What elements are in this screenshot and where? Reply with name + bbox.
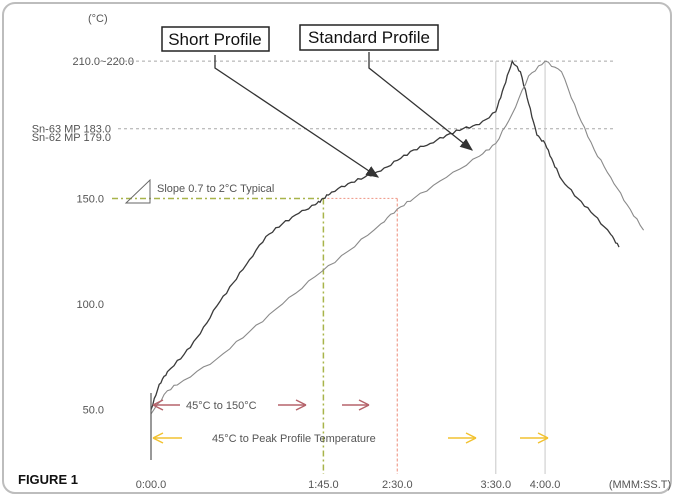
standard-profile-pointer [368,52,474,151]
x-tick-label: 3:30.0 [481,479,512,491]
short-profile-label-box [161,26,270,52]
standard-profile-label-box [299,24,439,51]
x-tick-label: 4:00.0 [530,479,561,491]
chart-border [2,2,672,494]
y-tick-label: Sn-62 MP 179.0 [32,132,111,144]
peak-span-label: 45°C to Peak Profile Temperature [212,433,376,445]
slope-note: Slope 0.7 to 2°C Typical [157,183,274,195]
peak-arrowhead-left [152,432,164,444]
short-profile-pointer [214,55,380,178]
x-tick-label: 2:30.0 [382,479,413,491]
preheat-arrowhead-right [295,399,307,411]
short-profile-label: Short Profile [168,30,262,49]
span-arrows: 45°C to 150°C 45°C to Peak Profile Tempe… [152,399,549,445]
preheat-span-label: 45°C to 150°C [186,400,257,412]
short-profile-line [150,59,620,410]
figure-label: FIGURE 1 [18,472,78,487]
x-tick-label: 1:45.0 [308,479,339,491]
standard-profile-line [150,60,645,415]
preheat-arrowhead-standard [358,399,370,411]
y-tick-label: Sn-63 MP 183.0 [32,124,111,136]
reference-lines [112,60,615,474]
preheat-arrowhead-left [152,399,164,411]
slope-triangle-icon [124,178,151,204]
peak-arrowhead-short [465,432,477,444]
x-tick-label: 0:00.0 [136,479,167,491]
y-tick-label: 150.0 [76,194,104,206]
x-axis-unit: (MMM:SS.T) [609,479,671,491]
y-axis-unit: (°C) [88,13,108,25]
y-tick-label: 100.0 [76,299,104,311]
y-tick-label: 50.0 [83,405,104,417]
y-tick-label: 210.0~220.0 [73,56,134,68]
standard-profile-label: Standard Profile [308,28,430,47]
series-lines [150,59,645,415]
peak-arrowhead-standard [537,432,549,444]
